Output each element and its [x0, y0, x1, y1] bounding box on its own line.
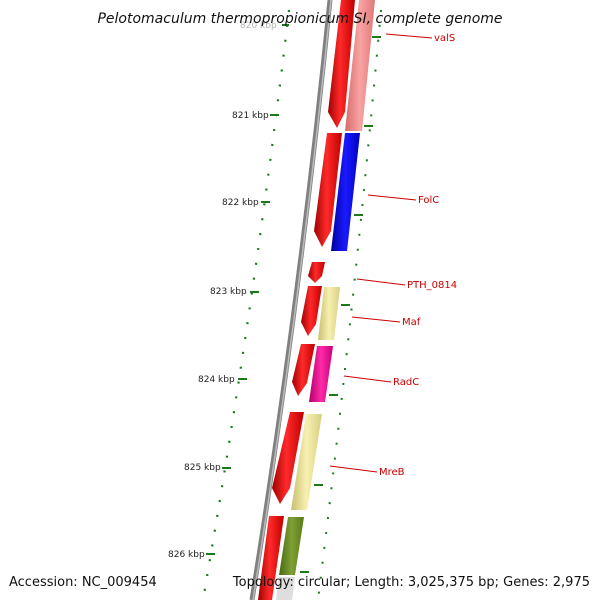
- outer-tick: [372, 36, 381, 38]
- gene-arrow[interactable]: [292, 344, 315, 396]
- gene-label-pth0814[interactable]: PTH_0814: [407, 280, 457, 291]
- outer-ticks: [300, 36, 381, 573]
- tick-label: 821 kbp: [232, 111, 269, 121]
- outer-tick: [329, 394, 338, 396]
- leader-pth0814: [356, 278, 406, 286]
- ruler-labels: 820 kbp 821 kbp 822 kbp 823 kbp 824 kbp …: [168, 21, 277, 560]
- leader-maf: [351, 316, 401, 323]
- gene-arrow[interactable]: [272, 412, 304, 504]
- genome-backbone: [249, 0, 333, 600]
- tick-label-partial: 820 kbp: [240, 21, 277, 31]
- outer-tick: [341, 304, 350, 306]
- leader-vals: [385, 33, 433, 39]
- gene-arrow[interactable]: [301, 286, 322, 336]
- gene-labels: valS FolC PTH_0814 Maf RadC MreB: [379, 33, 457, 478]
- tick-label: 822 kbp: [222, 198, 259, 208]
- outer-tick: [300, 571, 309, 573]
- gene-block-olive[interactable]: [279, 517, 304, 575]
- gene-label-folc[interactable]: FolC: [418, 195, 439, 206]
- major-tick: [238, 378, 247, 380]
- gene-label-mreb[interactable]: MreB: [379, 467, 405, 478]
- gene-block-grey[interactable]: [276, 577, 295, 600]
- gene-label-maf[interactable]: Maf: [402, 317, 421, 328]
- outer-tick: [314, 484, 323, 486]
- gene-arrow[interactable]: [308, 262, 325, 283]
- gene-block-vals[interactable]: [345, 0, 375, 131]
- leader-mreb: [329, 465, 378, 473]
- major-tick: [250, 291, 259, 293]
- tick-label: 823 kbp: [210, 287, 247, 297]
- major-tick: [282, 24, 289, 26]
- outer-tick: [354, 214, 363, 216]
- outer-tick: [364, 125, 373, 127]
- tick-label: 824 kbp: [198, 375, 235, 385]
- accession-text: Accession: NC_009454: [9, 575, 157, 590]
- gene-arrow[interactable]: [314, 133, 342, 247]
- tick-label: 825 kbp: [184, 463, 221, 473]
- major-tick: [270, 114, 279, 116]
- gene-arrow[interactable]: [328, 0, 355, 128]
- gene-label-vals[interactable]: valS: [434, 33, 455, 44]
- map-title: Pelotomaculum thermopropionicum SI, comp…: [97, 11, 502, 27]
- tick-label: 826 kbp: [168, 550, 205, 560]
- leader-radc: [343, 375, 392, 383]
- leader-folc: [367, 194, 417, 201]
- gene-block-mreb[interactable]: [291, 414, 322, 510]
- forward-strand-track: [258, 0, 355, 600]
- gene-block-folc[interactable]: [331, 133, 360, 251]
- ruler-dotted-arc: [201, 9, 291, 600]
- gene-label-radc[interactable]: RadC: [393, 377, 419, 388]
- genome-backbone-highlight: [252, 0, 332, 600]
- gene-block-radc[interactable]: [309, 346, 333, 402]
- major-tick: [261, 201, 270, 203]
- major-tick: [206, 553, 215, 555]
- category-track: [276, 0, 375, 600]
- label-leaders: [329, 33, 433, 473]
- genome-info-text: Topology: circular; Length: 3,025,375 bp…: [232, 575, 590, 590]
- gene-arrow[interactable]: [258, 516, 284, 600]
- major-tick: [222, 467, 231, 469]
- gene-block-maf[interactable]: [318, 287, 340, 340]
- ruler-ticks: [206, 24, 289, 555]
